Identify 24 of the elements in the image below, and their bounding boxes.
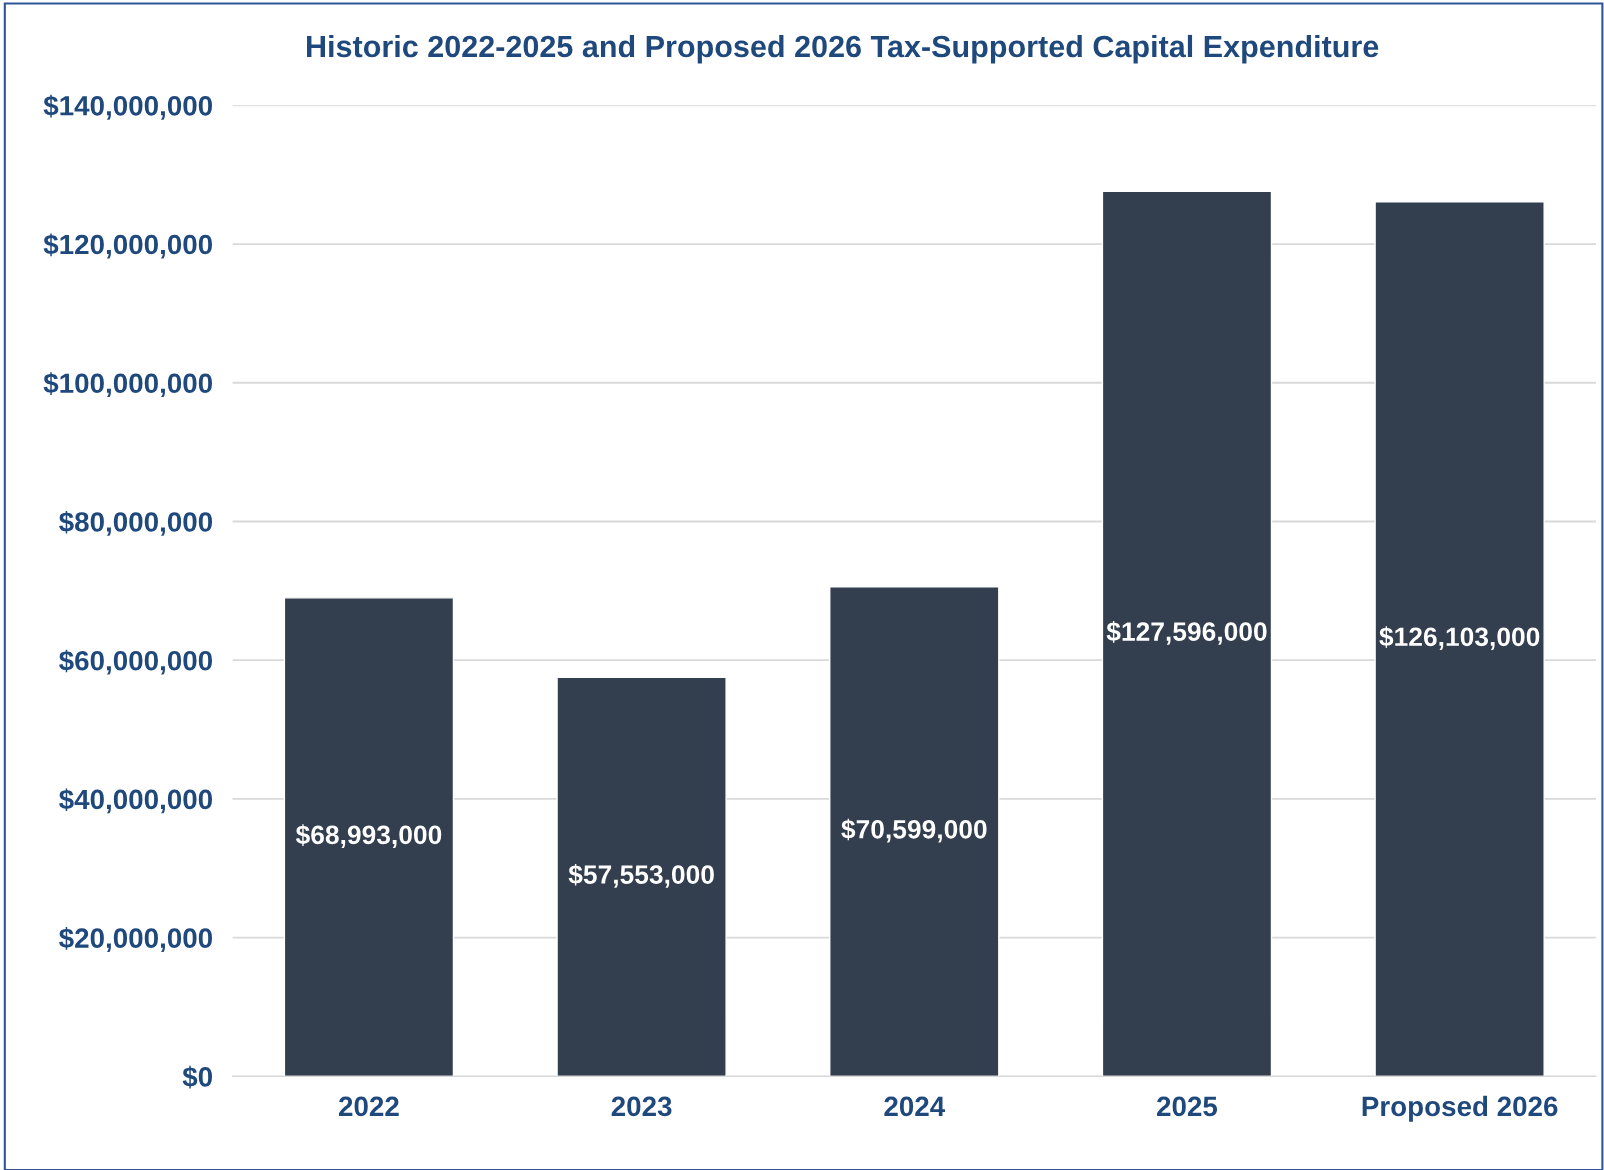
x-tick-label: 2025 [1157, 1096, 1218, 1117]
y-tick-label: $120,000,000 [43, 233, 213, 259]
bar [556, 676, 727, 1077]
y-tick-label: $100,000,000 [43, 372, 213, 398]
y-tick-label: $80,000,000 [59, 510, 213, 536]
bar [1374, 201, 1545, 1077]
y-tick-label: $20,000,000 [59, 927, 213, 953]
x-tick-label: 2022 [338, 1096, 399, 1117]
data-label: $127,596,000 [1106, 621, 1267, 645]
x-tick-label: Proposed 2026 [1362, 1095, 1558, 1122]
data-label: $126,103,000 [1379, 626, 1540, 650]
y-tick-label: $60,000,000 [59, 649, 213, 675]
x-tick-label: 2023 [611, 1096, 672, 1117]
data-label: $57,553,000 [568, 864, 714, 888]
chart-title: Historic 2022-2025 and Proposed 2026 Tax-Supported Capital Expenditure [307, 34, 1379, 64]
data-label: $68,993,000 [295, 824, 442, 849]
x-tick-label: 2024 [884, 1096, 946, 1117]
y-tick-label: $40,000,000 [59, 788, 213, 814]
y-tick-label: $0 [182, 1065, 212, 1089]
bar [1101, 190, 1273, 1077]
data-label: $70,599,000 [841, 818, 987, 843]
y-tick-label: $140,000,000 [43, 94, 213, 120]
bar [283, 597, 455, 1077]
bar [829, 586, 1000, 1077]
